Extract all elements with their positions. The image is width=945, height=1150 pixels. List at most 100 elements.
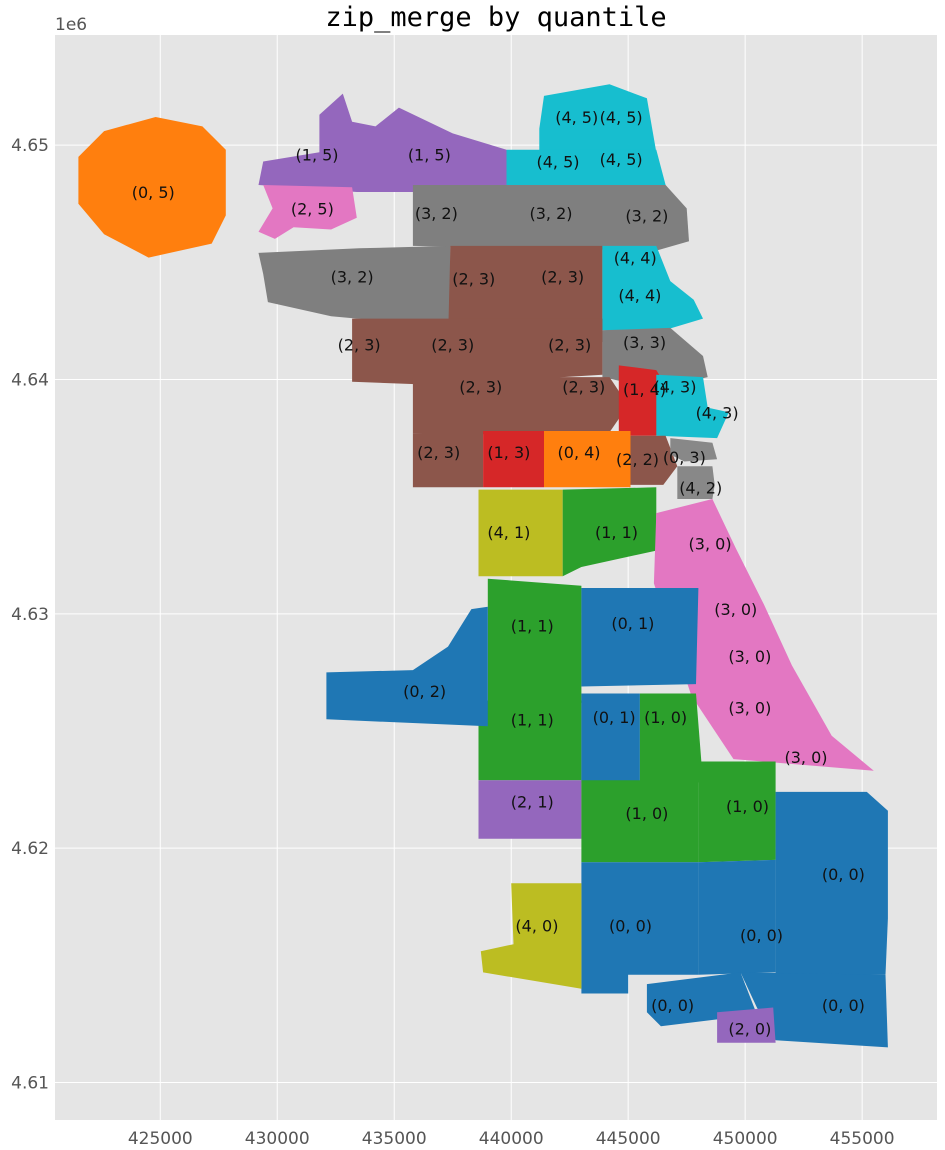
region-label: (2, 3): [459, 378, 502, 397]
zip-region: [717, 1007, 776, 1043]
region-label: (4, 3): [653, 378, 696, 397]
zip-region: [677, 466, 715, 499]
region-label: (2, 3): [338, 335, 381, 354]
zip-region: [258, 185, 357, 239]
zip-region: [478, 489, 563, 577]
region-label: (2, 3): [431, 335, 474, 354]
zip-region: [412, 433, 484, 488]
region-label: (4, 2): [679, 478, 722, 497]
zip-region: [352, 318, 603, 387]
region-label: (2, 3): [417, 443, 460, 462]
region-label: (2, 3): [548, 335, 591, 354]
zip-region: [258, 245, 451, 326]
region-label: (2, 0): [728, 1020, 771, 1039]
region-label: (2, 5): [291, 199, 334, 218]
region-label: (3, 2): [415, 204, 458, 223]
region-label: (1, 1): [511, 617, 554, 636]
region-label: (0, 5): [132, 183, 175, 202]
zip-region: [698, 761, 776, 863]
region-label: (3, 0): [728, 647, 771, 666]
region-label: (2, 3): [452, 270, 495, 289]
x-axis: 425000 430000 435000 440000 445000 450000 4550…: [128, 1129, 895, 1149]
region-label: (3, 2): [331, 267, 374, 286]
region-label: (0, 0): [822, 996, 865, 1015]
region-label: (2, 1): [511, 792, 554, 811]
region-label: (0, 3): [663, 448, 706, 467]
zip-region: [740, 972, 888, 1048]
region-label: (4, 0): [515, 916, 558, 935]
region-label: (3, 3): [623, 333, 666, 352]
exponent-label: 1e6: [55, 15, 87, 35]
zip-region: [478, 700, 582, 781]
x-tick-label: 435000: [362, 1129, 427, 1149]
region-label: (0, 1): [593, 708, 636, 727]
zip-region: [581, 588, 699, 687]
y-tick-label: 4.64: [11, 370, 49, 390]
zip-region: [698, 859, 776, 975]
zip-region: [639, 693, 703, 783]
zip-region: [506, 149, 666, 185]
y-tick-label: 4.63: [11, 605, 49, 625]
region-label: (1, 1): [511, 710, 554, 729]
region-label: (0, 0): [822, 865, 865, 884]
zip-region: [581, 693, 640, 783]
region-label: (1, 3): [487, 443, 530, 462]
region-label: (4, 3): [696, 403, 739, 422]
region-label: (4, 5): [555, 108, 598, 127]
zip-region: [656, 374, 729, 439]
region-label: (0, 2): [403, 682, 446, 701]
region-label: (0, 0): [651, 996, 694, 1015]
zip-region: [544, 431, 631, 488]
region-label: (3, 0): [689, 535, 732, 554]
zip-region: [412, 185, 689, 251]
zip-region: [478, 780, 582, 839]
zip-region: [775, 791, 888, 975]
region-label: (3, 0): [784, 748, 827, 767]
regions-layer: [78, 84, 888, 1048]
region-label: (4, 5): [600, 150, 643, 169]
x-tick-label: 425000: [128, 1129, 193, 1149]
region-label: (0, 0): [740, 926, 783, 945]
x-tick-label: 430000: [245, 1129, 310, 1149]
region-label: (3, 0): [728, 699, 771, 718]
zip-region: [670, 438, 718, 462]
region-label: (0, 4): [558, 443, 601, 462]
region-label: (4, 1): [487, 523, 530, 542]
region-label: (1, 4): [623, 380, 666, 399]
region-label: (2, 3): [562, 378, 605, 397]
zip-region: [483, 431, 544, 488]
region-label: (4, 5): [600, 108, 643, 127]
y-tick-label: 4.65: [11, 136, 49, 156]
x-tick-label: 455000: [830, 1129, 895, 1149]
region-label: (4, 4): [618, 286, 661, 305]
zip-region: [326, 606, 488, 727]
zip-region: [581, 862, 699, 994]
zip-region: [258, 93, 507, 192]
y-axis: 4.65 4.64 4.63 4.62 4.61: [11, 136, 49, 1093]
region-label: (2, 2): [616, 450, 659, 469]
labels-layer: (0, 5)(1, 5) (1, 5)(2, 5)(4, 5) (4, 5)(4, …: [132, 108, 865, 1039]
region-label: (1, 0): [644, 708, 687, 727]
zip-region: [487, 578, 582, 703]
x-tick-label: 445000: [596, 1129, 661, 1149]
zip-region: [602, 245, 703, 333]
zip-region: [562, 487, 657, 577]
region-label: (2, 3): [541, 267, 584, 286]
region-label: (1, 5): [296, 146, 339, 165]
region-label: (1, 1): [595, 523, 638, 542]
region-label: (0, 1): [611, 614, 654, 633]
zip-region: [78, 117, 226, 258]
region-label: (3, 2): [529, 204, 572, 223]
x-tick-label: 440000: [479, 1129, 544, 1149]
y-tick-label: 4.62: [11, 839, 49, 859]
region-label: (0, 0): [609, 916, 652, 935]
region-label: (4, 5): [536, 153, 579, 172]
zip-region: [480, 883, 582, 989]
chart-title: zip_merge by quantile: [325, 2, 666, 33]
zip-region: [630, 435, 678, 485]
region-label: (1, 0): [625, 804, 668, 823]
y-tick-label: 4.61: [11, 1074, 49, 1094]
zip-region: [539, 84, 657, 155]
region-label: (4, 4): [614, 249, 657, 268]
